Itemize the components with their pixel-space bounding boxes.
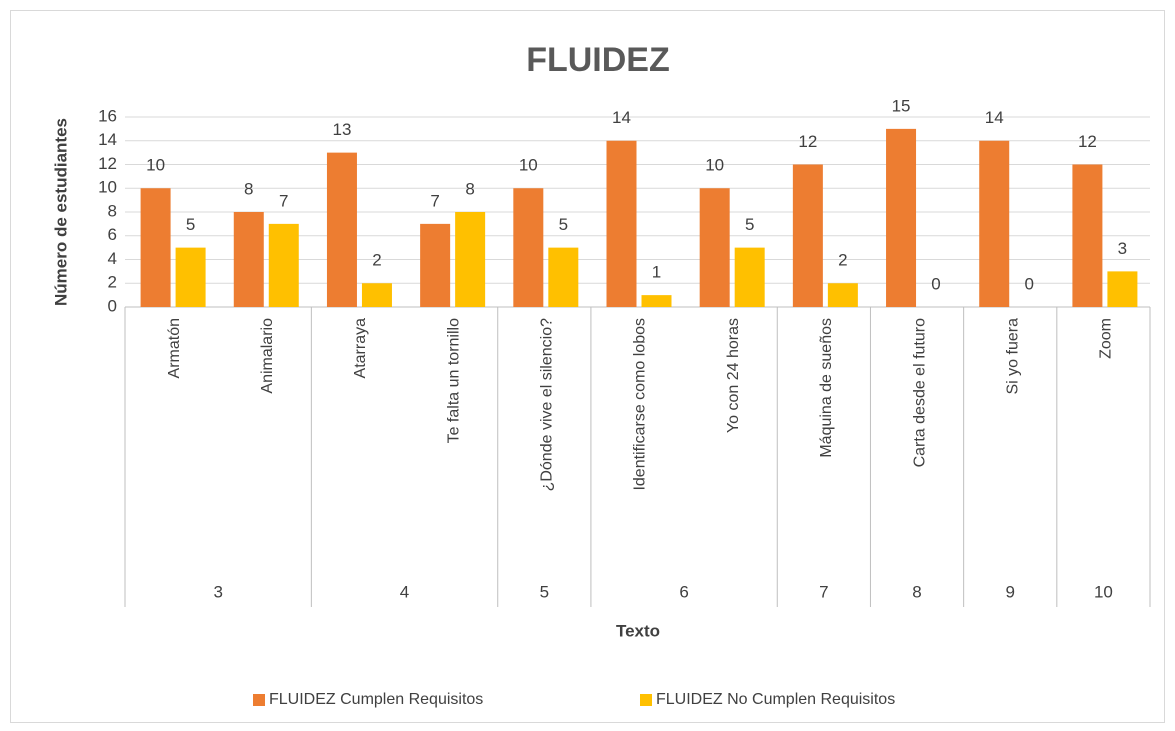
- x-tick-label: Atarraya: [352, 318, 369, 379]
- x-tick-label: Armatón: [166, 318, 183, 378]
- bar: [233, 212, 264, 307]
- bar: [641, 295, 672, 307]
- legend-swatch: [640, 694, 652, 706]
- data-label: 12: [1078, 132, 1097, 151]
- group-label: 4: [400, 582, 409, 601]
- x-tick-label: Te falta un tornillo: [445, 318, 462, 444]
- data-label: 5: [186, 215, 195, 234]
- data-label: 13: [332, 120, 351, 139]
- x-tick-label: Identificarse como lobos: [632, 318, 649, 491]
- data-label: 15: [892, 96, 911, 115]
- bar: [827, 283, 858, 307]
- y-tick-label: 0: [108, 296, 117, 315]
- data-label: 0: [931, 274, 940, 293]
- bar: [979, 140, 1010, 307]
- data-label: 12: [798, 132, 817, 151]
- data-label: 10: [705, 156, 724, 175]
- y-tick-label: 14: [98, 130, 117, 149]
- bar: [420, 223, 451, 307]
- y-tick-label: 2: [108, 273, 117, 292]
- data-label: 14: [985, 108, 1004, 127]
- x-tick-label: Animalario: [259, 318, 276, 394]
- bar: [548, 247, 579, 307]
- x-tick-label: Carta desde el futuro: [911, 318, 928, 468]
- data-label: 10: [146, 156, 165, 175]
- y-tick-label: 16: [98, 106, 117, 125]
- data-label: 5: [745, 215, 754, 234]
- x-tick-label: Máquina de sueños: [818, 318, 835, 458]
- x-tick-label: Zoom: [1098, 318, 1115, 359]
- legend-label: FLUIDEZ No Cumplen Requisitos: [656, 691, 895, 708]
- group-label: 8: [912, 582, 921, 601]
- group-label: 3: [213, 582, 222, 601]
- bar: [140, 188, 171, 307]
- group-label: 6: [679, 582, 688, 601]
- data-label: 8: [465, 179, 474, 198]
- bar: [606, 140, 637, 307]
- bar: [792, 164, 823, 307]
- legend-label: FLUIDEZ Cumplen Requisitos: [269, 691, 483, 708]
- group-label: 10: [1094, 582, 1113, 601]
- group-label: 5: [540, 582, 549, 601]
- bar: [361, 283, 392, 307]
- data-label: 14: [612, 108, 631, 127]
- y-axis-title: Número de estudiantes: [51, 118, 70, 306]
- chart-title: FLUIDEZ: [526, 41, 670, 79]
- data-label: 8: [244, 179, 253, 198]
- y-tick-label: 6: [108, 225, 117, 244]
- x-axis-title: Texto: [616, 621, 660, 640]
- bar: [268, 223, 299, 307]
- y-tick-label: 4: [108, 249, 117, 268]
- data-label: 2: [838, 251, 847, 270]
- data-label: 7: [430, 191, 439, 210]
- bar: [734, 247, 765, 307]
- data-label: 5: [559, 215, 568, 234]
- group-label: 7: [819, 582, 828, 601]
- data-label: 10: [519, 156, 538, 175]
- x-tick-label: ¿Dónde vive el silencio?: [539, 318, 556, 492]
- bar: [326, 152, 357, 307]
- data-label: 2: [372, 251, 381, 270]
- y-tick-label: 8: [108, 201, 117, 220]
- bar: [886, 128, 917, 307]
- data-label: 3: [1118, 239, 1127, 258]
- data-label: 7: [279, 191, 288, 210]
- bar: [1107, 271, 1138, 307]
- y-tick-label: 10: [98, 178, 117, 197]
- legend-swatch: [253, 694, 265, 706]
- bar: [1072, 164, 1103, 307]
- bar: [699, 188, 730, 307]
- y-tick-label: 12: [98, 154, 117, 173]
- bar: [455, 212, 486, 307]
- bar: [175, 247, 206, 307]
- x-tick-label: Yo con 24 horas: [725, 318, 742, 433]
- x-tick-label: Si yo fuera: [1004, 318, 1021, 395]
- data-label: 0: [1024, 274, 1033, 293]
- chart-border: [10, 10, 1165, 723]
- group-label: 9: [1005, 582, 1014, 601]
- data-label: 1: [652, 263, 661, 282]
- bar: [513, 188, 544, 307]
